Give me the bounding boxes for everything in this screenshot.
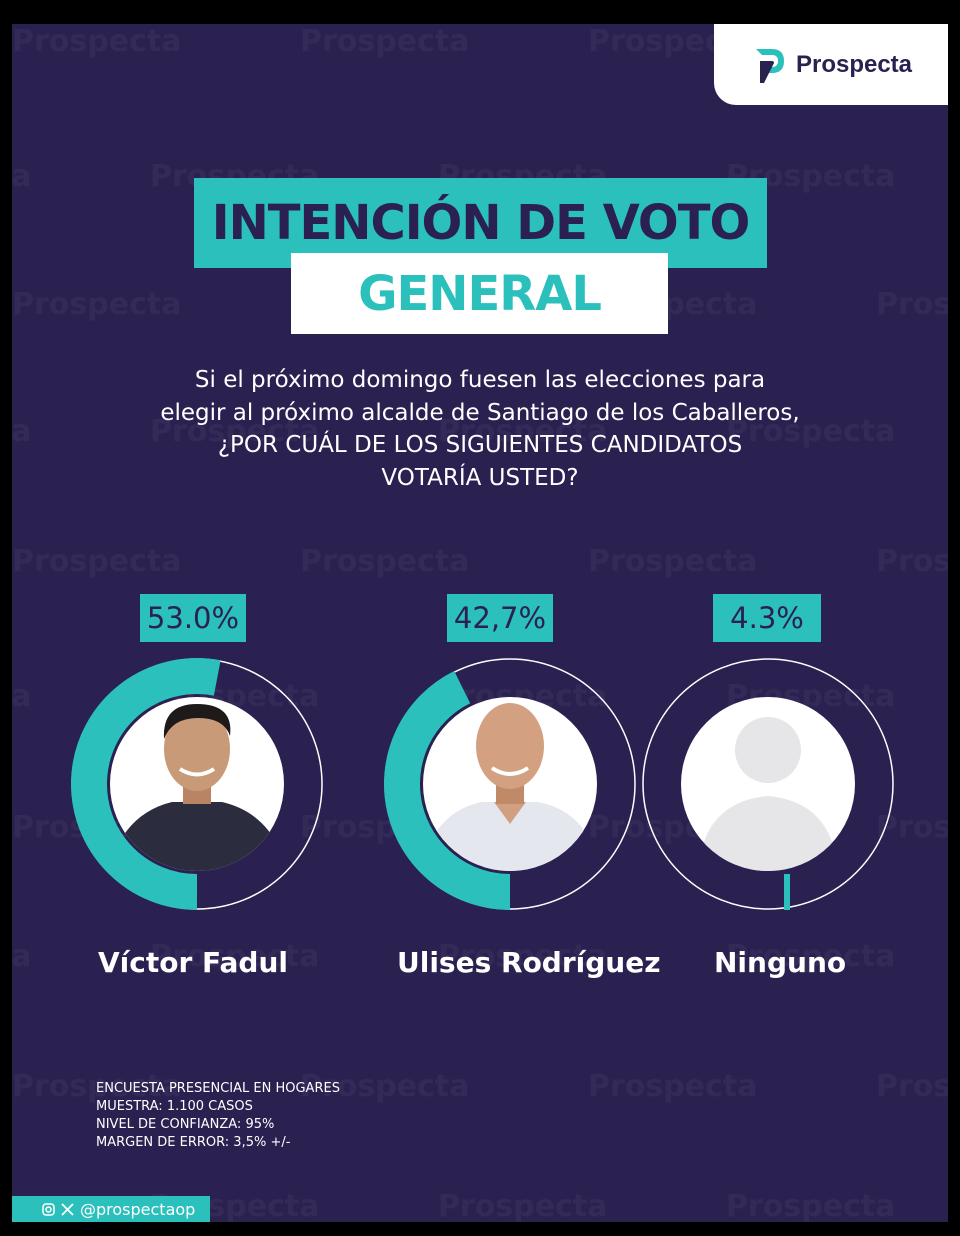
watermark: Prospecta [12,1069,181,1104]
ring-track-ninguno [642,658,894,910]
donut-chart-group [71,658,894,910]
x-icon [61,1202,74,1216]
brand-logo: Prospecta [714,24,948,105]
footnote-line: NIVEL DE CONFIANZA: 95% [96,1117,275,1132]
avatar-victor-fadul [110,697,284,871]
survey-question: Si el próximo domingo fuesen las eleccio… [112,364,848,494]
watermark: Prospecta [588,1069,757,1104]
watermark: Prospecta [438,414,607,449]
watermark: Prospecta [150,414,319,449]
footnote-line: MUESTRA: 1.100 CASOS [96,1099,253,1114]
watermark: Prospecta [300,1069,469,1104]
question-line: Si el próximo domingo fuesen las eleccio… [194,367,766,393]
watermark: Prospecta [438,1189,607,1222]
candidate-name-ulises-rodriguez: Ulises Rodríguez [397,946,661,979]
ring-arc-ulises-rodriguez [384,671,511,910]
watermark: Prospecta [726,939,895,974]
watermark: Prospecta [12,679,31,714]
watermark: Prospecta [12,159,31,194]
watermark: Prospecta [150,939,319,974]
watermark: Prospecta [876,287,948,322]
watermark: Prospecta [300,24,469,59]
survey-methodology: ENCUESTA PRESENCIAL EN HOGARES MUESTRA: … [96,1080,340,1152]
footnote-line: ENCUESTA PRESENCIAL EN HOGARES [96,1081,340,1096]
prospecta-logo-icon [755,48,784,83]
social-handle-bar: @prospectaop [12,1196,210,1222]
watermark: Prospecta [12,287,181,322]
question-line: elegir al próximo alcalde de Santiago de… [160,399,800,426]
watermark: Prospecta [12,414,31,449]
brand-name: Prospecta [795,50,913,78]
value-label-ulises-rodriguez: 42,7% [447,594,553,642]
watermark: Prospecta [12,24,181,59]
watermark: Prospecta [876,544,948,579]
social-handle: @prospectaop [80,1199,196,1219]
watermark: Prospecta [12,939,31,974]
value-label-victor-fadul: 53.0% [140,594,246,642]
value-label-ninguno: 4.3% [713,594,821,642]
footnote-line: MARGEN DE ERROR: 3,5% +/- [96,1135,291,1150]
watermark: Prospecta [876,810,948,845]
avatar-placeholder-ninguno [681,697,855,871]
watermark: Prospecta [438,939,607,974]
watermark: Prospecta [300,544,469,579]
watermark: Prospecta [876,1069,948,1104]
title-line-2: GENERAL [291,253,668,334]
watermark: Prospecta [588,544,757,579]
question-line: VOTARÍA USTED? [381,464,579,491]
candidate-name-ninguno: Ninguno [714,946,847,979]
question-line: ¿POR CUÁL DE LOS SIGUIENTES CANDIDATOS [217,432,743,458]
ring-arc-ninguno [784,874,790,910]
instagram-icon [42,1202,55,1216]
watermark: Prospecta [726,1189,895,1222]
watermark: Prospecta [726,414,895,449]
candidate-name-victor-fadul: Víctor Fadul [98,946,288,979]
watermark: Prospecta [12,544,181,579]
ring-arc-victor-fadul [71,658,221,910]
avatar-ulises-rodriguez [423,697,597,871]
infographic: Prospecta Prospecta Prospecta Prospecta Pros… [12,24,948,1222]
